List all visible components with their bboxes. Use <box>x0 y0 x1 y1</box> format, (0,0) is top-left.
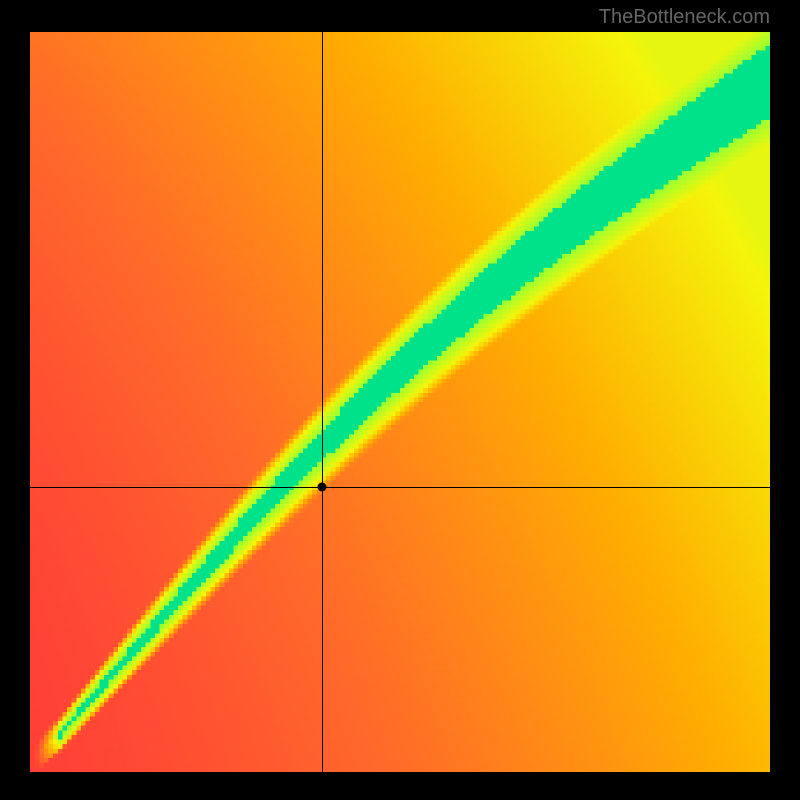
bottleneck-heatmap <box>30 32 770 772</box>
chart-frame: TheBottleneck.com <box>0 0 800 800</box>
watermark-label: TheBottleneck.com <box>599 6 770 29</box>
plot-area <box>30 32 770 772</box>
